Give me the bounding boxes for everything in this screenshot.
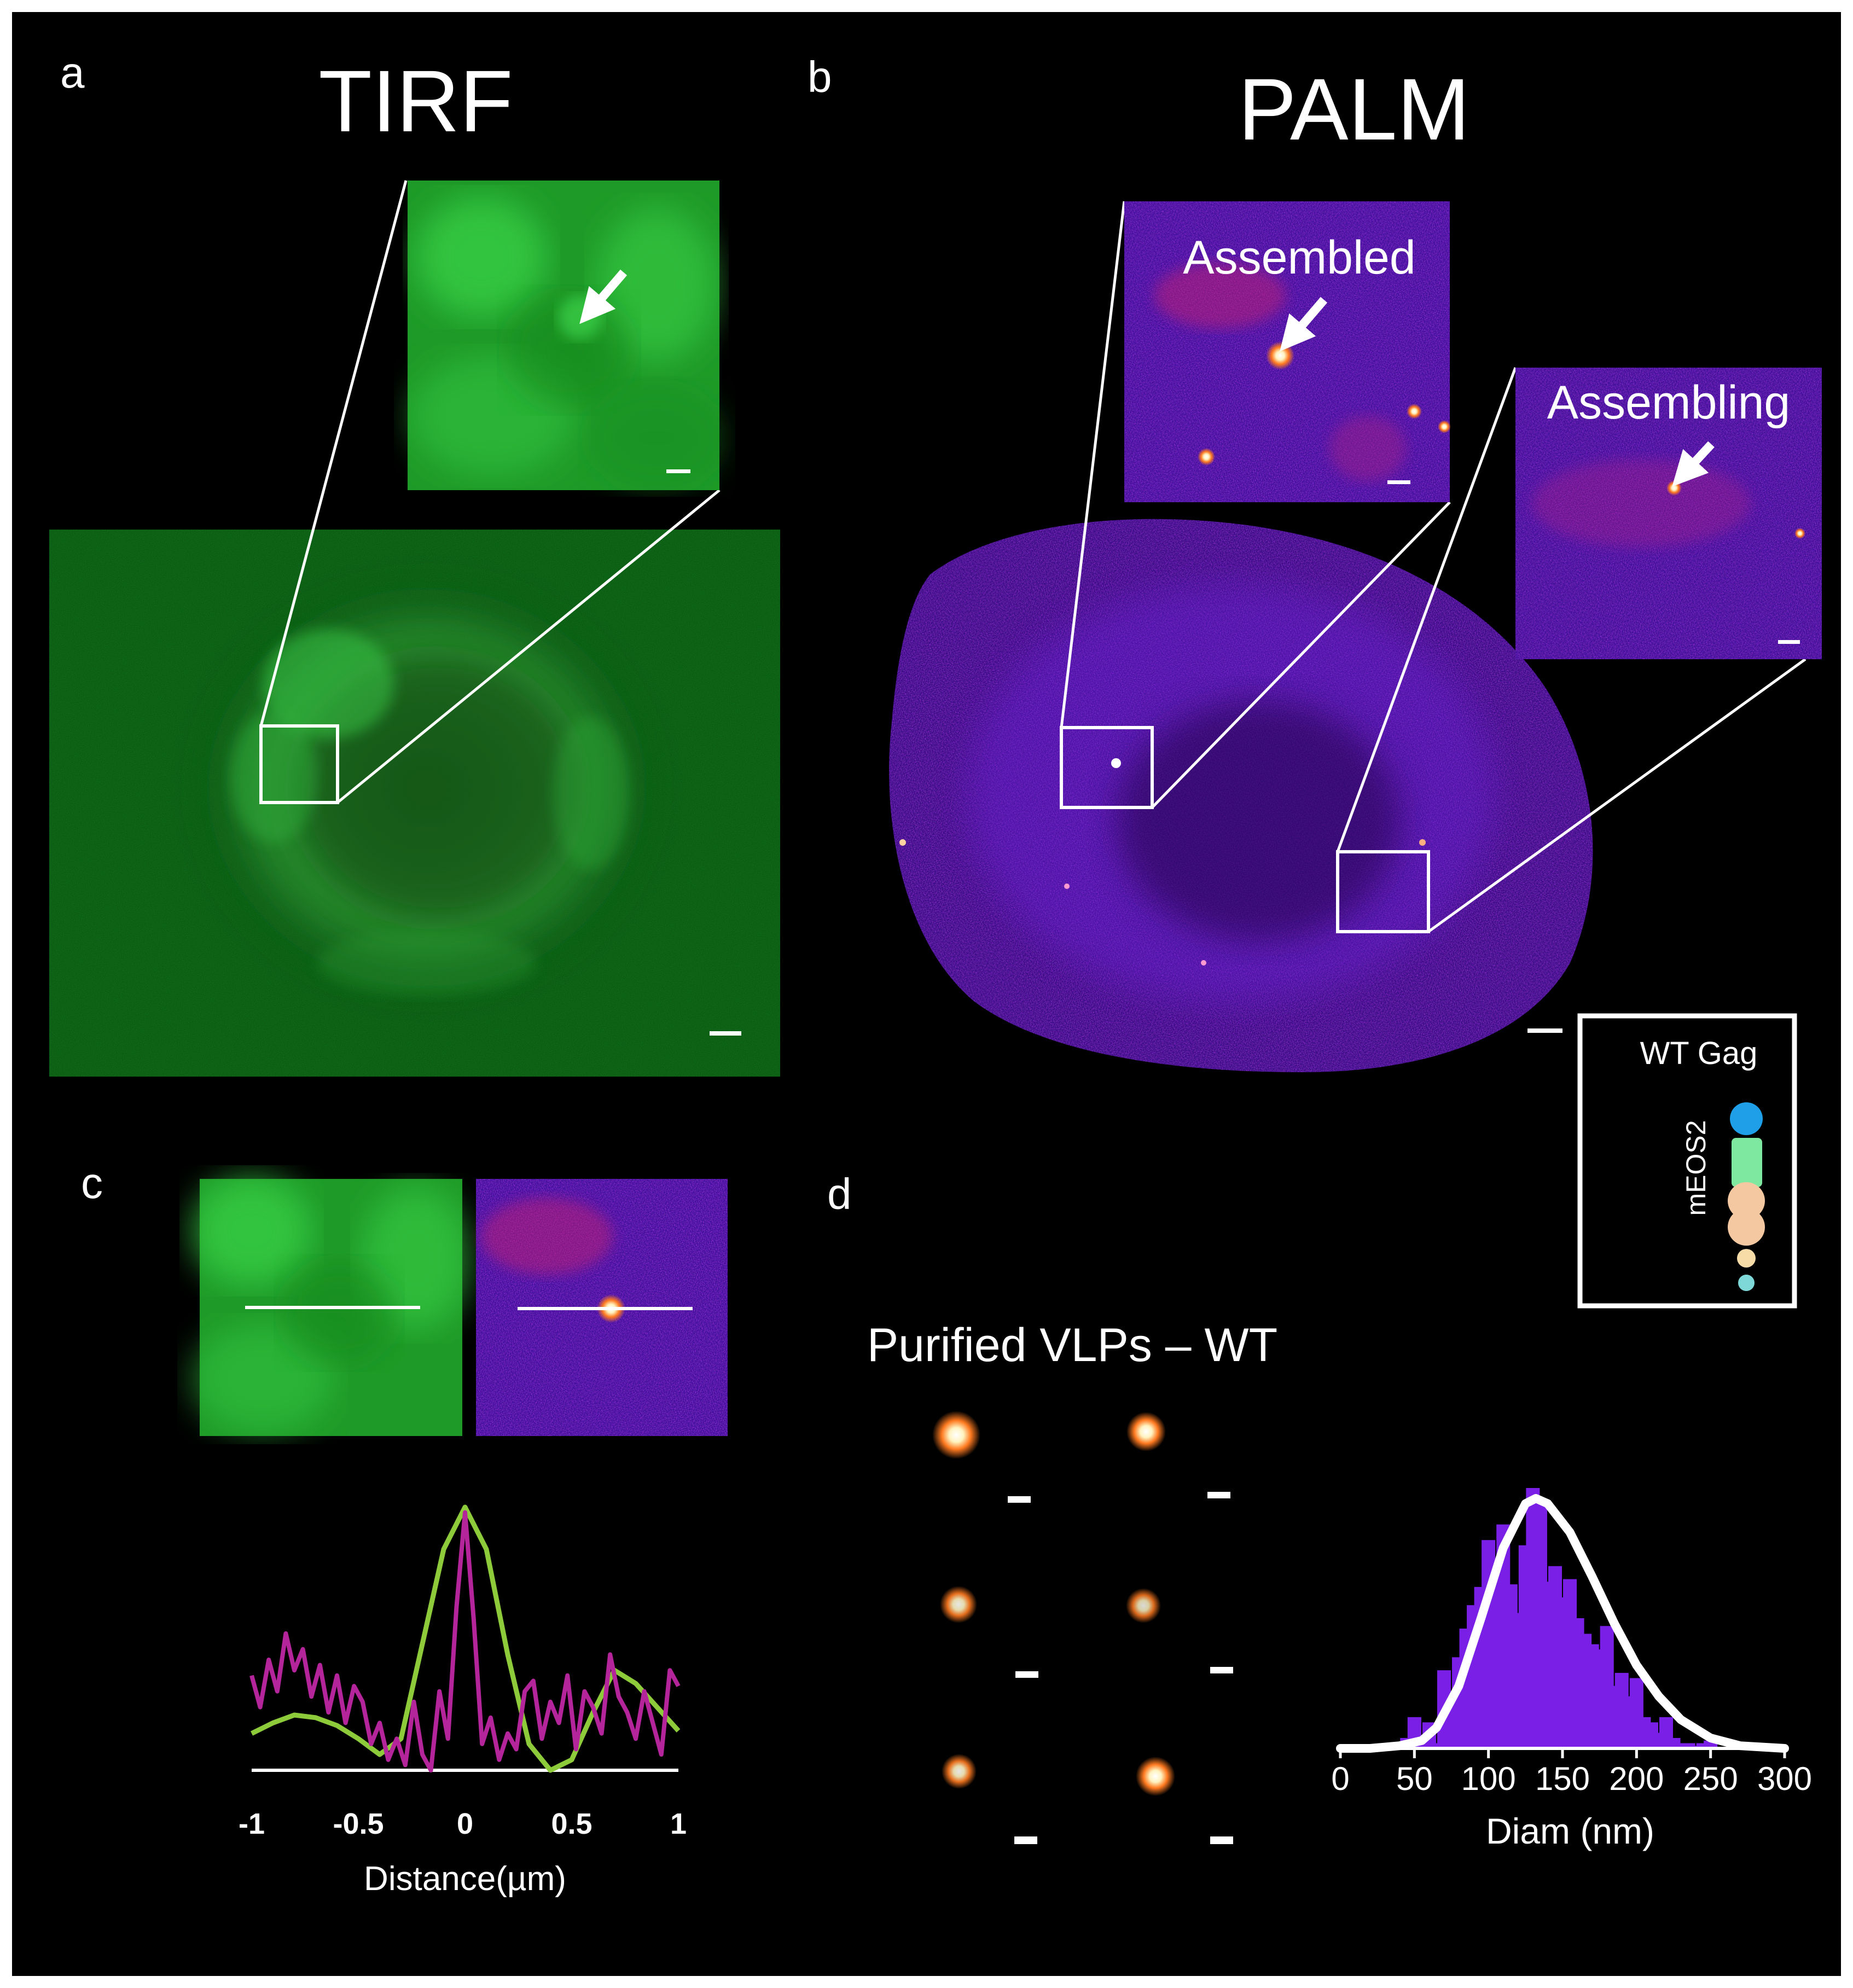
construct-domain	[1737, 1249, 1756, 1268]
panel-a-title: TIRF	[318, 52, 513, 150]
assembling-label: Assembling	[1547, 376, 1791, 429]
palm-cell-image	[889, 519, 1593, 1072]
vlp-scale-bar	[1210, 1667, 1233, 1673]
vlp-scale-bar	[1015, 1671, 1038, 1678]
histogram-bar	[1430, 1743, 1444, 1748]
profile-xlabel: Distance(µm)	[364, 1860, 566, 1898]
profile-chart: -1 -0.5 0 0.5 1 Distance(µm)	[239, 1504, 687, 1898]
construct-legend-title: WT Gag	[1640, 1036, 1758, 1071]
panel-b: b PALM Assem	[808, 53, 1822, 1309]
construct-domain	[1732, 1138, 1762, 1187]
panel-a: a TIRF	[49, 48, 780, 1077]
tirf-inset-scale-bar	[666, 469, 690, 473]
histogram-bar	[1681, 1743, 1695, 1748]
histogram-tick-label: 300	[1757, 1760, 1812, 1797]
histogram-xlabel: Diam (nm)	[1486, 1811, 1654, 1851]
histogram-bar	[1674, 1743, 1688, 1748]
histogram-tick-label: 50	[1396, 1760, 1433, 1797]
palm-inset-assembling: Assembling	[1515, 368, 1822, 659]
profile-tick-label: 1	[670, 1807, 687, 1840]
profile-tick-label: -0.5	[333, 1807, 384, 1840]
diameter-histogram: 0 50 100 150 200 250 300 Diam (nm)	[1331, 1488, 1812, 1851]
vlp-particle	[1126, 1412, 1166, 1451]
vlp-particle	[942, 1754, 977, 1789]
palm-zoom-box-assembled	[1060, 726, 1154, 809]
construct-domain	[1728, 1182, 1765, 1219]
palm-zoom-line-2a	[1336, 367, 1517, 852]
tirf-cell-image	[49, 530, 780, 1077]
tirf-zoom-line-left	[259, 180, 408, 726]
vlp-caption: Purified VLPs – WT	[867, 1319, 1277, 1371]
histogram-tick-label: 200	[1609, 1760, 1664, 1797]
profile-tick-label: 0	[457, 1807, 473, 1840]
profile-tick-label: 0.5	[551, 1807, 592, 1840]
histogram-tick-label: 100	[1461, 1760, 1516, 1797]
vlp-gallery	[932, 1411, 1233, 1844]
construct-domain	[1728, 1208, 1765, 1246]
histogram-tick-label: 150	[1535, 1760, 1590, 1797]
vlp-scale-bar	[1008, 1496, 1031, 1503]
panel-d: d Purified VLPs – WT 0 50 100 150 200 250 300 …	[827, 1170, 1812, 1851]
vlp-scale-bar	[1210, 1836, 1233, 1844]
vlp-scale-bar	[1207, 1492, 1230, 1498]
palm-zoom-box-assembling	[1336, 850, 1430, 933]
panel-b-title: PALM	[1238, 60, 1470, 158]
panel-letter-d: d	[827, 1170, 852, 1218]
assembled-arrow	[1280, 297, 1328, 352]
palm-zoom-line-1b	[1151, 501, 1451, 809]
tirf-inset-arrow	[579, 269, 628, 324]
panel-letter-a: a	[60, 48, 85, 97]
profile-series-palm	[249, 1510, 681, 1772]
vlp-scale-bar	[1014, 1836, 1037, 1844]
palm-scale-bar	[1527, 1028, 1562, 1033]
profile-tirf-image	[191, 1176, 470, 1436]
tirf-zoom-line-right	[336, 489, 721, 804]
palm-zoom-line-2b	[1427, 658, 1806, 933]
tirf-inset	[408, 181, 722, 490]
construct-domain	[1738, 1275, 1755, 1291]
tirf-scale-bar	[710, 1031, 741, 1036]
histogram-bar	[1696, 1743, 1710, 1748]
panel-letter-b: b	[808, 53, 832, 101]
vlp-particle	[932, 1411, 980, 1459]
construct-tag-label: mEOS2	[1681, 1120, 1711, 1216]
palm-inset-assembled: Assembled	[1124, 201, 1451, 502]
panel-c: c -1 -0.5 0 0.5 1 Distance(µm)	[81, 1159, 728, 1898]
histogram-fit-curve	[1336, 1494, 1789, 1753]
tirf-zoom-box	[259, 724, 339, 804]
construct-legend: WT Gag mEOS2	[1577, 1013, 1797, 1309]
assembling-inset-scale-bar	[1778, 640, 1800, 644]
vlp-particle	[1136, 1757, 1175, 1796]
histogram-tick-label: 250	[1683, 1760, 1738, 1797]
palm-zoom-line-1a	[1060, 201, 1126, 728]
assembled-label: Assembled	[1183, 231, 1415, 284]
construct-domain	[1730, 1102, 1763, 1135]
histogram-tick-label: 0	[1331, 1760, 1349, 1797]
vlp-particle	[940, 1586, 977, 1623]
profile-palm-image	[476, 1179, 728, 1436]
profile-tick-label: -1	[239, 1807, 265, 1840]
assembling-arrow	[1672, 441, 1715, 487]
panel-letter-c: c	[81, 1159, 103, 1207]
vlp-particle	[1126, 1588, 1161, 1623]
assembled-inset-scale-bar	[1387, 480, 1410, 484]
